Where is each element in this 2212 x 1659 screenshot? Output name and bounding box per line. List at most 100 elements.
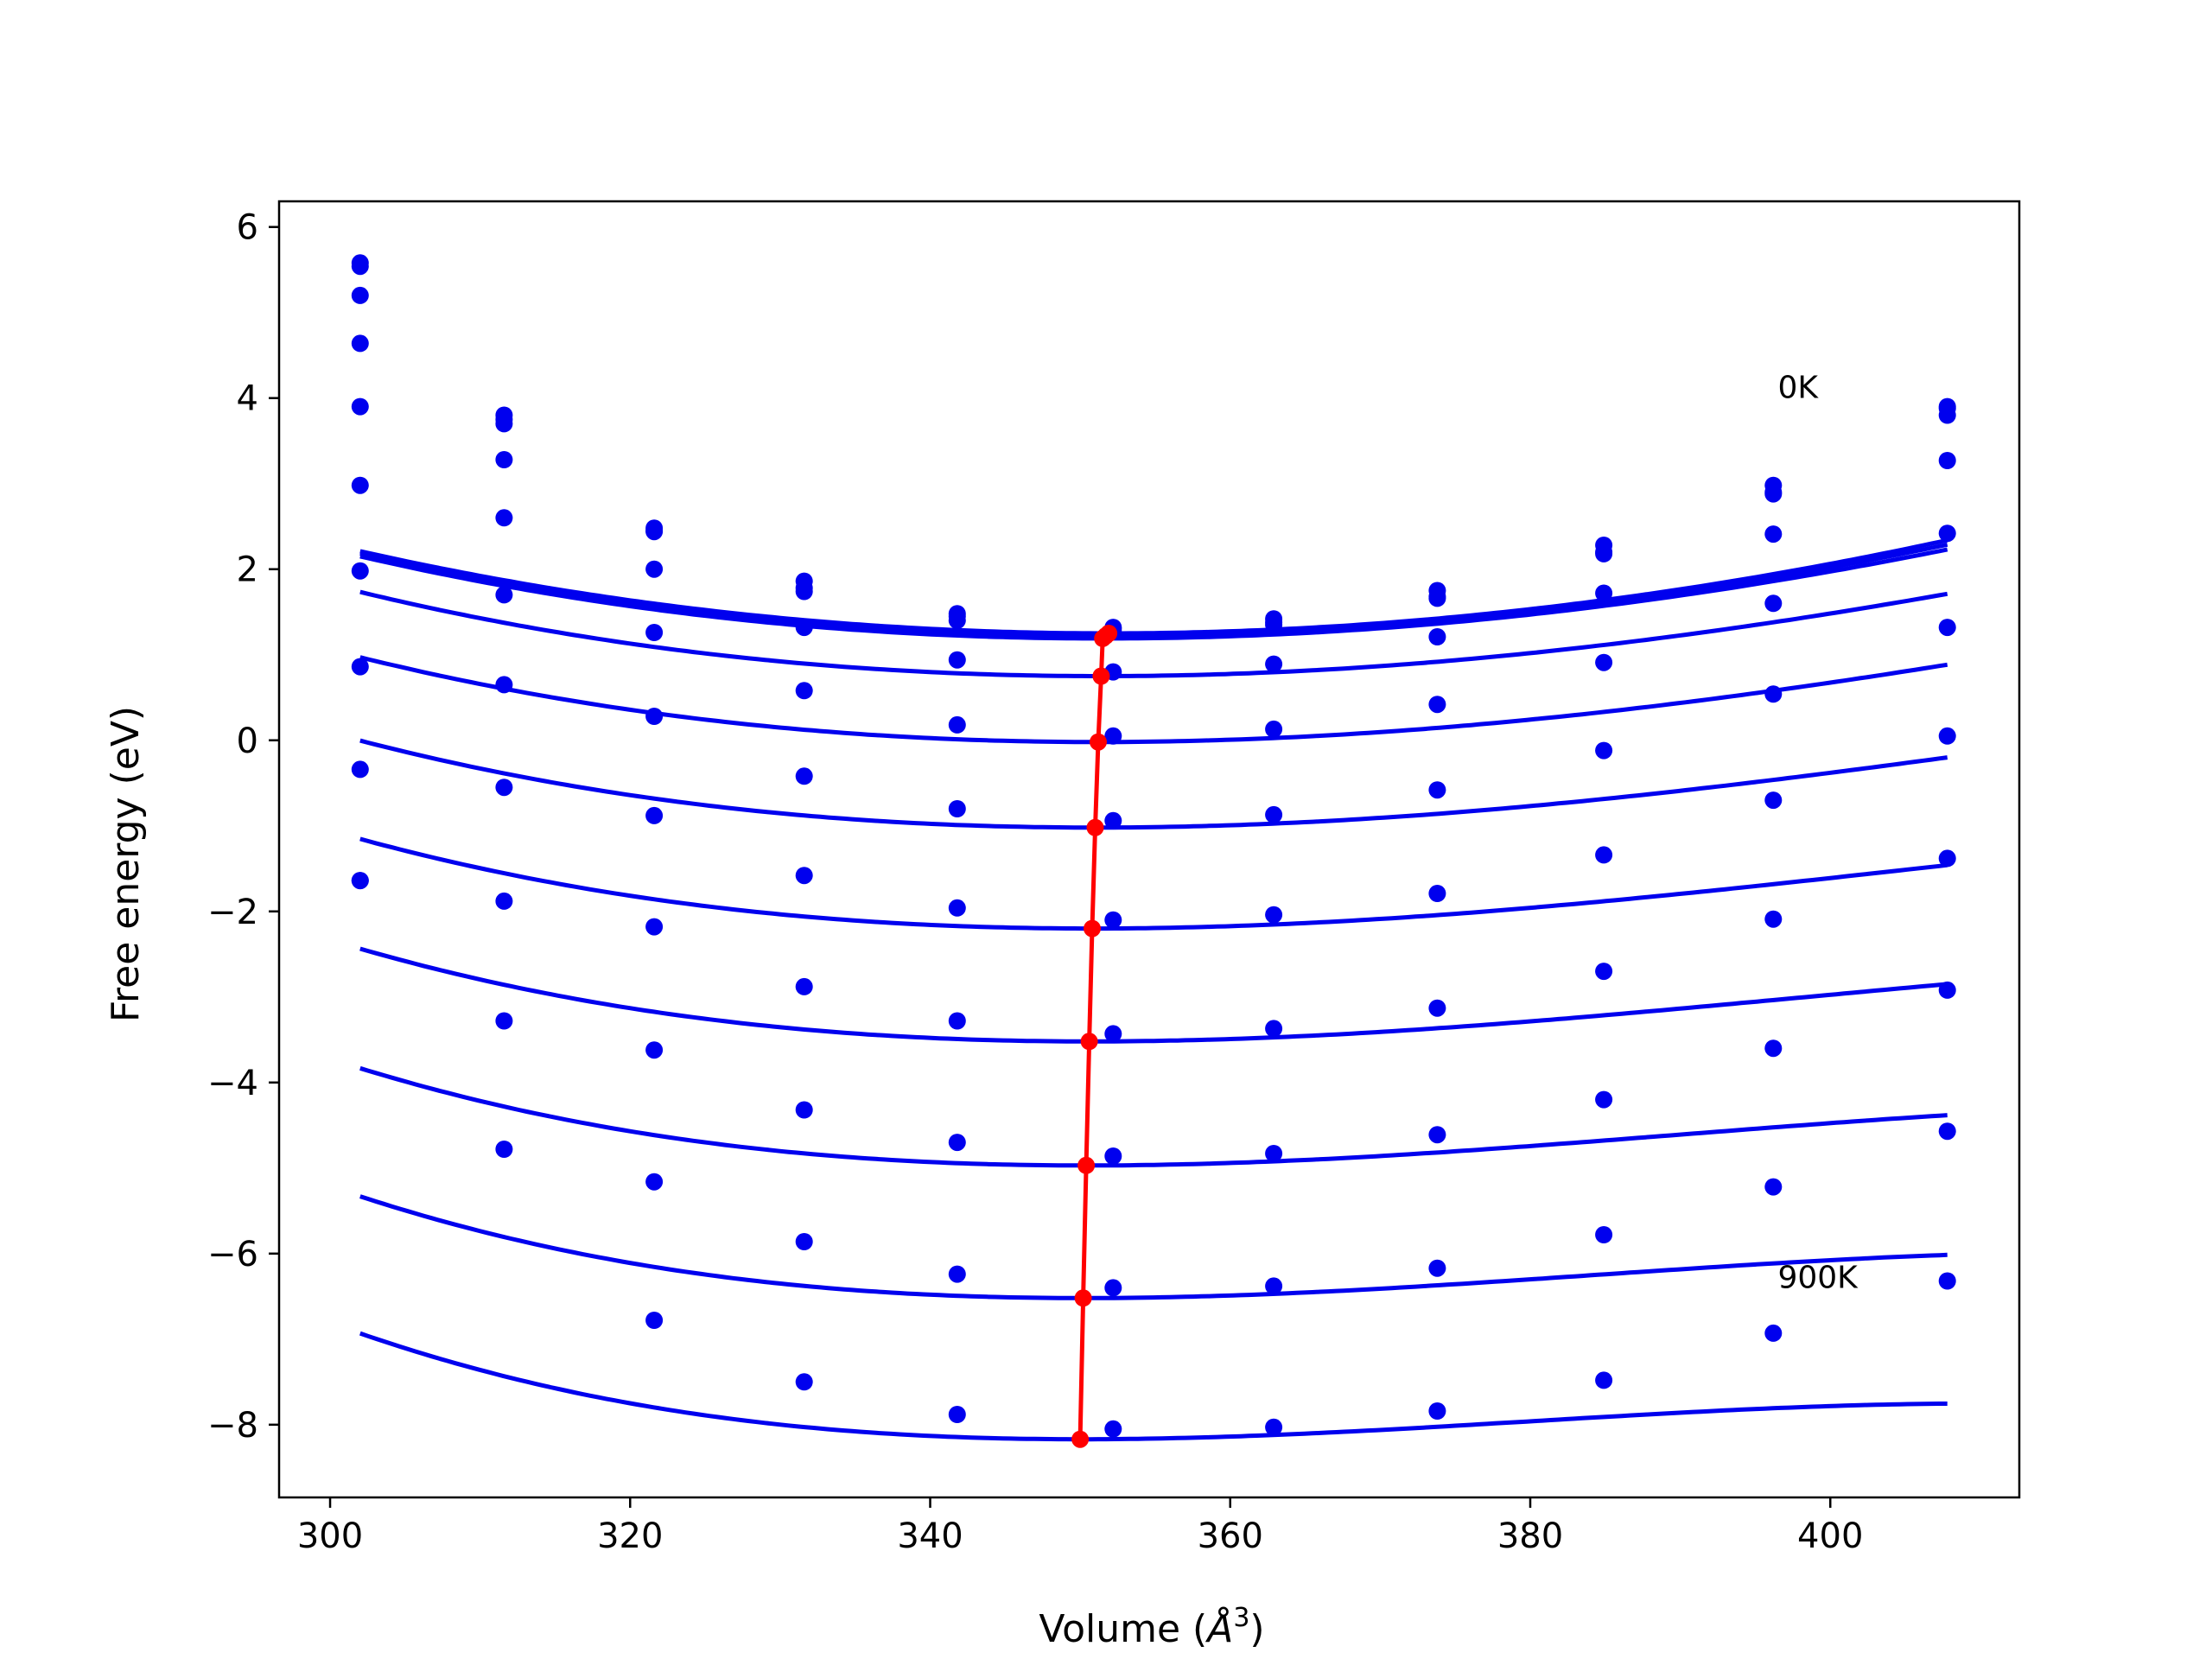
data-point-3-9 (1764, 525, 1783, 543)
data-point-7-0 (351, 658, 369, 676)
data-point-6-1 (495, 676, 513, 694)
data-point-6-4 (948, 899, 966, 917)
fit-curve-6 (359, 836, 1948, 931)
data-point-2-2 (645, 523, 664, 541)
y-axis-ticks: −8 −6 −4 −2 0 2 4 6 (207, 208, 279, 1446)
data-point-7-2 (645, 918, 664, 936)
fit-curve-2 (359, 547, 1948, 641)
data-point-10-8 (1595, 1371, 1613, 1389)
data-point-10-6 (1265, 1418, 1283, 1436)
y-tick-label--6: −6 (207, 1235, 258, 1274)
data-point-9-9 (1764, 1178, 1783, 1196)
data-point-8-9 (1764, 1039, 1783, 1058)
data-point-4-8 (1595, 653, 1613, 671)
data-point-5-4 (948, 800, 966, 817)
y-tick-label-6: 6 (237, 208, 258, 248)
data-point-2-0 (351, 286, 369, 304)
data-point-8-6 (1265, 1145, 1283, 1162)
data-point-2-9 (1764, 485, 1783, 503)
data-point-3-7 (1428, 628, 1446, 645)
data-point-4-9 (1764, 594, 1783, 613)
data-point-2-4 (948, 612, 966, 630)
fit-curve-8 (359, 1065, 1948, 1168)
data-point-7-5 (1104, 1025, 1122, 1043)
data-point-3-10 (1938, 452, 1956, 469)
data-point-2-6 (1265, 616, 1283, 634)
data-point-8-3 (795, 1101, 813, 1119)
data-point-6-9 (1764, 791, 1783, 810)
data-point-4-3 (795, 682, 813, 700)
data-point-4-10 (1938, 524, 1956, 543)
data-point-5-10 (1938, 619, 1956, 637)
data-point-9-5 (1104, 1279, 1122, 1297)
data-point-4-1 (495, 509, 513, 527)
data-point-9-4 (948, 1265, 966, 1283)
data-point-5-1 (495, 586, 513, 604)
x-axis-label: Volume (Å3) (1039, 1603, 1264, 1651)
minimum-point-6 (1084, 919, 1101, 938)
minimum-point-10 (1071, 1430, 1090, 1448)
data-point-8-4 (948, 1134, 966, 1152)
y-tick-label--4: −4 (207, 1064, 258, 1103)
data-point-9-3 (795, 1233, 813, 1250)
data-point-10-5 (1104, 1420, 1122, 1438)
data-point-6-7 (1428, 885, 1446, 902)
data-point-7-7 (1428, 999, 1446, 1017)
data-point-6-2 (645, 806, 664, 824)
data-point-10-7 (1428, 1402, 1446, 1420)
data-point-9-7 (1428, 1259, 1446, 1277)
data-point-2-10 (1938, 406, 1956, 424)
data-point-5-3 (795, 767, 813, 785)
minimum-point-9 (1074, 1289, 1092, 1307)
minimum-point-8 (1077, 1156, 1096, 1174)
data-point-9-2 (645, 1173, 664, 1191)
annotation-900k: 900K (1777, 1260, 1859, 1295)
data-point-8-10 (1938, 981, 1956, 999)
data-point-8-7 (1428, 1126, 1446, 1144)
fit-curve-3 (359, 589, 1948, 678)
plot-frame (277, 200, 2021, 1499)
data-point-3-6 (1265, 655, 1283, 673)
data-point-10-10 (1938, 1272, 1956, 1290)
fit-curve-10 (359, 1331, 1948, 1442)
data-point-6-3 (795, 867, 813, 885)
x-axis-ticks: 300 320 340 360 380 400 (297, 1497, 1863, 1556)
data-point-2-8 (1595, 544, 1613, 563)
data-point-3-8 (1595, 584, 1613, 602)
data-point-7-4 (948, 1012, 966, 1030)
x-axis-label-close: ) (1249, 1607, 1264, 1651)
y-tick-label--2: −2 (207, 893, 258, 932)
data-point-10-9 (1764, 1324, 1783, 1342)
data-point-9-8 (1595, 1226, 1613, 1243)
annotation-0k: 0K (1777, 371, 1819, 406)
minimum-point-2 (1094, 629, 1112, 647)
data-point-6-10 (1938, 727, 1956, 745)
data-point-5-2 (645, 708, 664, 725)
y-tick-label-2: 2 (237, 550, 258, 590)
data-point-4-4 (948, 715, 966, 734)
data-point-8-1 (495, 892, 513, 910)
fit-curve-4 (359, 655, 1948, 745)
data-point-7-1 (495, 779, 513, 797)
data-point-2-1 (495, 415, 513, 433)
minimum-point-5 (1086, 818, 1104, 836)
data-point-8-5 (1104, 1147, 1122, 1165)
data-point-7-3 (795, 977, 813, 995)
fit-curve-9 (359, 1194, 1948, 1300)
x-tick-label-380: 380 (1497, 1516, 1563, 1556)
data-point-5-8 (1595, 741, 1613, 760)
y-tick-label-0: 0 (237, 721, 258, 761)
data-point-7-6 (1265, 1020, 1283, 1038)
data-point-10-1 (495, 1141, 513, 1158)
data-point-10-2 (645, 1312, 664, 1329)
data-point-8-2 (645, 1041, 664, 1059)
x-tick-label-340: 340 (897, 1516, 963, 1556)
data-point-10-3 (795, 1373, 813, 1391)
data-point-10-4 (948, 1406, 966, 1423)
plot-content (351, 254, 1956, 1448)
data-point-6-6 (1265, 906, 1283, 924)
data-point-8-0 (351, 760, 369, 779)
x-tick-label-300: 300 (297, 1516, 363, 1556)
fit-curve-0 (359, 537, 1948, 636)
fit-curve-7 (359, 946, 1948, 1044)
